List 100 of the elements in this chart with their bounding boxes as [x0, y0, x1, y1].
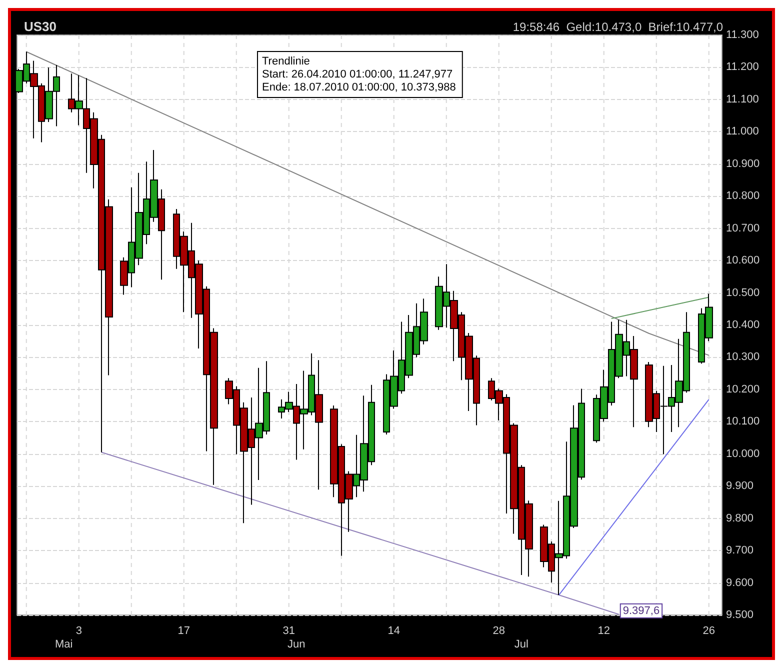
candlestick	[293, 383, 300, 460]
candlestick	[683, 312, 690, 394]
candlestick	[495, 388, 503, 421]
y-tick-label: 10.900	[726, 158, 760, 170]
candlestick	[203, 286, 210, 452]
y-tick-label: 10.400	[726, 319, 760, 331]
x-tick-label: 26	[702, 625, 715, 637]
y-tick-label: 9.500	[726, 609, 754, 621]
y-tick-label: 10.100	[726, 416, 760, 428]
chart-title: US30	[24, 19, 57, 34]
candlestick	[368, 384, 375, 466]
candlestick	[698, 308, 705, 364]
candlestick	[518, 464, 525, 576]
candlestick	[420, 298, 428, 345]
candlestick	[285, 391, 293, 412]
candlestick	[345, 470, 353, 532]
annotation: Trendlinie Start: 26.04.2010 01:00:00, 11.247,977 Ende: 18.07.2010 01:00:00, 10.373,988	[262, 56, 456, 94]
candlestick	[353, 434, 360, 498]
candlestick	[653, 390, 660, 432]
candlestick	[338, 444, 345, 556]
candlestick	[413, 302, 420, 358]
candlestick	[600, 369, 608, 422]
y-tick-label: 9.600	[726, 576, 754, 589]
candlestick	[128, 186, 135, 288]
y-tick-label: 9.800	[726, 512, 754, 524]
y-tick-label: 10.200	[726, 383, 760, 396]
candlestick	[53, 64, 60, 127]
candlestick	[668, 364, 675, 432]
y-tick-label: 10.700	[726, 222, 760, 234]
candlestick	[675, 338, 683, 428]
candlestick	[38, 82, 45, 143]
candlestick	[68, 73, 75, 113]
y-tick-label: 10.800	[726, 190, 760, 202]
candlestick	[630, 335, 638, 428]
candlestick	[255, 367, 263, 480]
candlestick	[300, 370, 308, 450]
candlestick	[570, 404, 578, 528]
annotation: 9.397,6	[622, 604, 660, 617]
candlestick	[150, 150, 158, 222]
candlestick	[105, 198, 113, 376]
candlestick	[443, 264, 450, 328]
x-tick-label: 3	[76, 625, 82, 637]
candlestick	[180, 231, 188, 313]
candlestick	[98, 134, 105, 453]
y-tick-label: 9.700	[726, 544, 754, 557]
y-tick-label: 9.900	[726, 480, 754, 492]
y-tick-label: 10.500	[726, 286, 760, 299]
candlestick	[90, 112, 98, 189]
y-tick-label: 10.600	[726, 254, 760, 267]
x2-tick-label: Mai	[55, 638, 73, 650]
candlestick	[278, 398, 285, 419]
candlestick	[135, 172, 143, 266]
x-tick-label: 28	[492, 625, 505, 637]
candlestick	[210, 328, 218, 486]
candlestick	[645, 362, 653, 428]
candlestick	[563, 441, 570, 560]
candlestick	[623, 319, 630, 377]
candlestick	[540, 524, 548, 568]
candlestick	[435, 276, 443, 330]
candlestick	[225, 378, 233, 405]
candlestick	[240, 402, 248, 524]
candlestick	[578, 388, 585, 480]
y-tick-label: 11.100	[726, 93, 759, 106]
candlestick	[330, 405, 338, 498]
candlestick	[315, 360, 323, 490]
candlestick	[398, 321, 405, 394]
x-tick-label: 31	[282, 625, 295, 637]
candlestick	[120, 256, 128, 296]
candlestick	[450, 290, 458, 362]
candlestick	[173, 208, 180, 270]
x2-tick-label: Jun	[288, 638, 306, 650]
x2-tick-label: Jul	[514, 638, 528, 650]
candlestick	[263, 360, 270, 436]
candlestick	[608, 321, 615, 406]
candlestick	[405, 314, 413, 379]
y-tick-label: 11.200	[726, 61, 759, 74]
candlestick	[503, 394, 510, 514]
candlestick	[548, 541, 555, 583]
candlestick	[30, 60, 38, 139]
candlestick	[705, 293, 713, 342]
candlestick	[15, 68, 23, 94]
candlestick	[83, 78, 90, 174]
candlestick	[143, 161, 150, 245]
candlestick	[188, 222, 195, 318]
x-tick-label: 12	[598, 625, 610, 637]
candlestick	[383, 374, 390, 436]
y-tick-label: 11.300	[726, 29, 759, 41]
chart-subtitle: 19:58:46 Geld:10.473,0 Brief:10.477,0	[512, 20, 724, 34]
candlestick	[23, 51, 30, 84]
y-tick-label: 10.000	[726, 448, 760, 460]
x-tick-label: 17	[178, 625, 190, 637]
y-tick-label: 11.000	[726, 126, 759, 138]
candlestick	[525, 500, 533, 578]
candlestick	[488, 378, 495, 401]
candlestick	[75, 74, 83, 126]
candlestick	[308, 352, 315, 416]
candlestick	[555, 500, 563, 596]
candlestick	[390, 350, 398, 410]
candlestick	[45, 67, 53, 122]
y-tick-label: 10.300	[726, 351, 760, 364]
